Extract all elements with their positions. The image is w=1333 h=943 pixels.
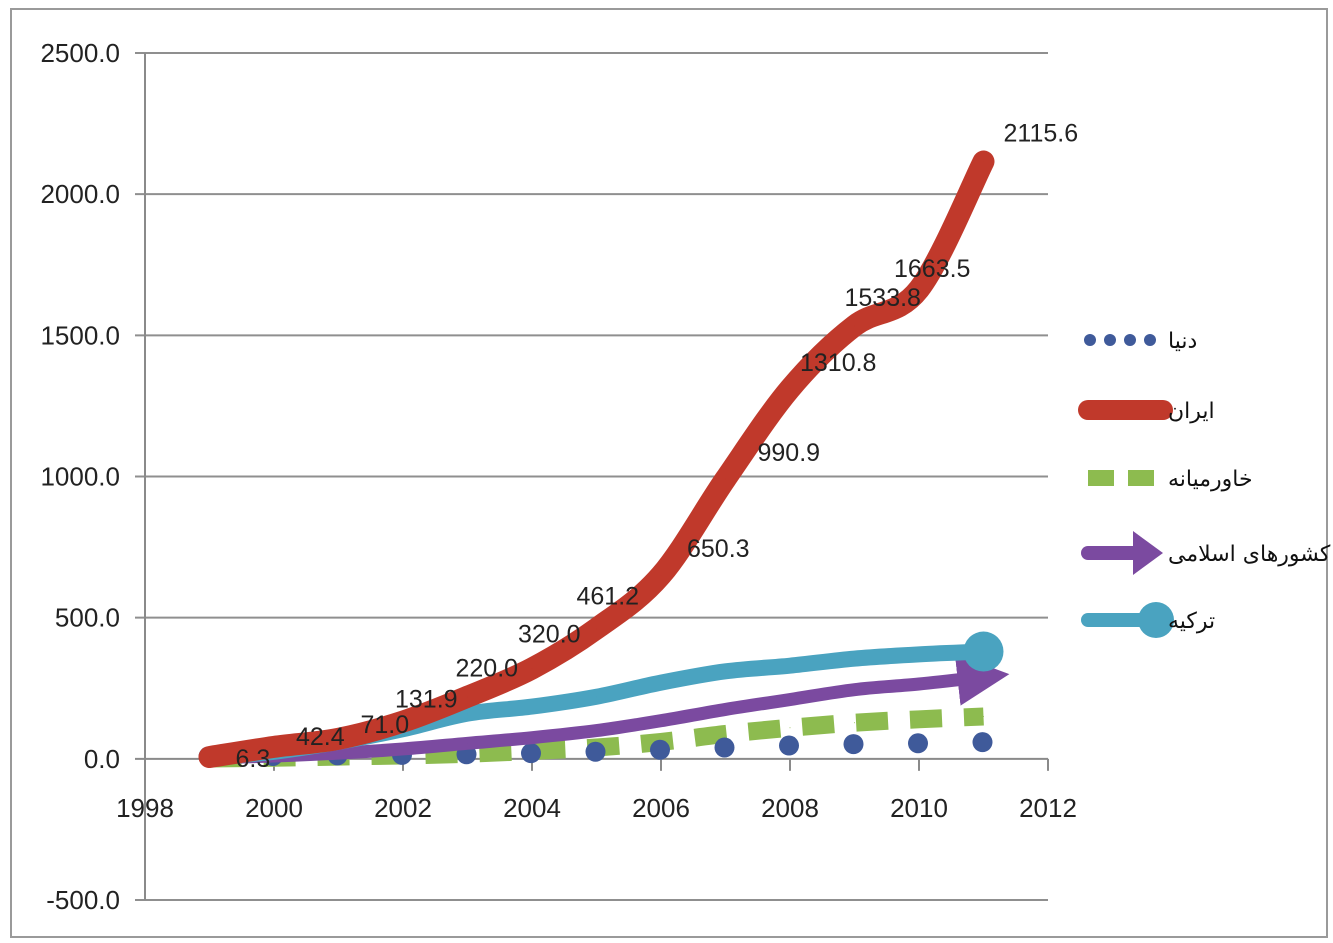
data-point — [531, 667, 533, 669]
x-tick-label: 2004 — [503, 793, 561, 823]
data-label: 220.0 — [456, 655, 519, 683]
data-label: 1310.8 — [800, 349, 876, 377]
legend-label: خاورمیانه — [1168, 467, 1253, 492]
legend-item: ترکیه — [1081, 602, 1215, 638]
data-point — [660, 720, 662, 722]
legend-swatch — [1124, 334, 1136, 346]
legend-item: کشورهای اسلامی — [1081, 531, 1331, 575]
data-point — [983, 651, 984, 653]
data-point — [725, 670, 726, 672]
data-point — [908, 733, 928, 754]
data-point — [402, 721, 404, 723]
legend-swatch — [1104, 334, 1116, 346]
data-point — [789, 699, 791, 701]
data-point — [789, 665, 791, 667]
legend-label: ایران — [1168, 399, 1215, 424]
x-tick-label: 1998 — [116, 793, 174, 823]
y-tick-label: -500.0 — [46, 885, 120, 915]
data-label: 131.9 — [395, 686, 458, 714]
data-point — [918, 288, 920, 290]
data-label: 1663.5 — [894, 255, 970, 283]
axes: 2500.0 2000.0 1500.0 1000.0 500.0 0.0 -500.0 19… — [40, 38, 1076, 915]
data-point — [983, 676, 984, 678]
data-point — [467, 742, 468, 744]
data-point — [585, 741, 606, 762]
data-point — [918, 683, 920, 685]
legend-arrowhead — [1133, 531, 1163, 575]
data-label: 990.9 — [758, 439, 821, 467]
data-label: 1533.8 — [845, 284, 921, 312]
data-point — [725, 733, 726, 735]
data-point — [918, 718, 920, 720]
data-point — [402, 748, 404, 750]
x-tick-label: 2006 — [632, 793, 690, 823]
y-tick-label: 0.0 — [84, 744, 120, 774]
data-point — [983, 161, 984, 163]
y-tick-label: 1000.0 — [40, 462, 120, 492]
data-point — [918, 653, 920, 655]
data-point — [467, 696, 468, 698]
data-point — [660, 682, 662, 684]
legend: دنیا ایران خاورمیانه کشورهای اسلامی ترکیه — [1078, 329, 1331, 638]
data-point — [531, 706, 533, 708]
legend-swatch — [1084, 334, 1096, 346]
series-3 — [203, 653, 1010, 765]
x-tick-label: 2012 — [1019, 793, 1077, 823]
data-point — [467, 713, 468, 715]
data-point — [596, 696, 597, 698]
legend-item: ایران — [1078, 399, 1215, 424]
data-label: 320.0 — [518, 620, 581, 648]
data-point — [521, 743, 541, 764]
data-point — [972, 732, 993, 753]
series-line — [198, 150, 995, 769]
legend-item: دنیا — [1084, 329, 1197, 354]
data-point — [789, 727, 791, 729]
legend-label: دنیا — [1168, 329, 1197, 354]
data-point — [338, 752, 339, 754]
legend-label: ترکیه — [1168, 609, 1215, 634]
data-point — [338, 738, 339, 740]
data-point — [983, 715, 984, 717]
y-tick-label: 1500.0 — [40, 320, 120, 350]
data-label: 461.2 — [577, 583, 640, 611]
y-tick-label: 500.0 — [55, 603, 120, 633]
x-tick-label: 2002 — [374, 793, 432, 823]
data-point — [531, 737, 533, 739]
y-tick-label: 2000.0 — [40, 179, 120, 209]
x-tick-label: 2000 — [245, 793, 303, 823]
data-point — [843, 734, 864, 755]
data-point — [596, 730, 597, 732]
data-point — [714, 737, 735, 758]
data-label: 650.3 — [687, 535, 750, 563]
data-point — [854, 658, 855, 660]
series-1 — [198, 150, 995, 769]
y-tick-label: 2500.0 — [40, 38, 120, 68]
legend-item: خاورمیانه — [1088, 467, 1253, 492]
data-point — [725, 708, 726, 710]
data-point — [789, 388, 791, 390]
data-point — [650, 739, 670, 760]
data-label: 71.0 — [361, 711, 410, 739]
x-tick-label: 2010 — [890, 793, 948, 823]
grid-lines — [135, 52, 1048, 901]
data-label: 6.3 — [236, 745, 271, 773]
data-label: 42.4 — [296, 723, 345, 751]
legend-circle — [1138, 602, 1174, 638]
data-point — [779, 735, 799, 756]
data-point — [660, 574, 662, 576]
x-tick-label: 2008 — [761, 793, 819, 823]
data-point — [725, 478, 726, 480]
legend-label: کشورهای اسلامی — [1168, 542, 1331, 567]
legend-swatch — [1144, 334, 1156, 346]
data-point — [209, 756, 210, 758]
data-point — [273, 746, 275, 748]
data-point — [854, 325, 855, 327]
data-label: 2115.6 — [1004, 120, 1079, 148]
data-point — [854, 722, 855, 724]
series-lines — [198, 150, 1010, 769]
data-point — [854, 689, 855, 691]
data-point — [596, 628, 597, 630]
